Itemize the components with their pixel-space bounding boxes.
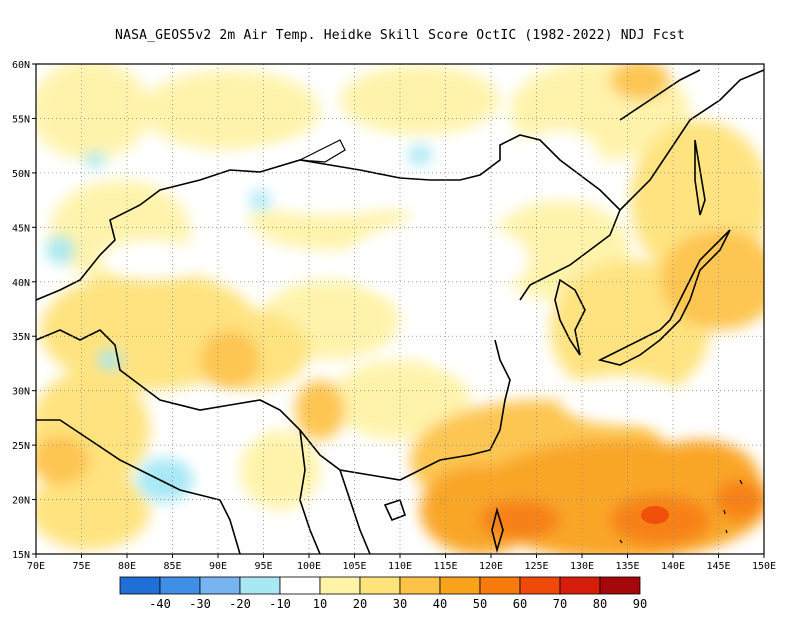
lon-tick-label: 130E <box>570 561 594 572</box>
colorbar-label: 20 <box>353 597 367 611</box>
lon-tick-label: 75E <box>72 561 90 572</box>
colorbar-label: 30 <box>393 597 407 611</box>
lon-tick-label: 110E <box>388 561 412 572</box>
lat-tick-label: 60N <box>12 60 30 71</box>
colorbar-swatch <box>479 576 521 595</box>
lon-tick-label: 135E <box>615 561 639 572</box>
colorbar-swatch <box>559 576 601 595</box>
map-grid <box>36 64 764 554</box>
colorbar-label: -40 <box>149 597 171 611</box>
colorbar-label: 10 <box>313 597 327 611</box>
lon-tick-label: 125E <box>524 561 548 572</box>
lon-tick-label: 145E <box>706 561 730 572</box>
lon-tick-label: 100E <box>297 561 321 572</box>
lat-tick-label: 35N <box>12 332 30 343</box>
colorbar-swatch <box>119 576 161 595</box>
colorbar-swatch <box>159 576 201 595</box>
lon-tick-label: 150E <box>752 561 776 572</box>
colorbar-label: -30 <box>189 597 211 611</box>
lon-tick-label: 85E <box>163 561 181 572</box>
colorbar-label: -10 <box>269 597 291 611</box>
lon-tick-label: 80E <box>118 561 136 572</box>
colorbar-label: 80 <box>593 597 607 611</box>
colorbar-label: 60 <box>513 597 527 611</box>
colorbar-label: 70 <box>553 597 567 611</box>
lat-tick-label: 55N <box>12 114 30 125</box>
lat-tick-label: 40N <box>12 278 30 289</box>
colorbar-swatch <box>519 576 561 595</box>
skill-field <box>36 64 764 554</box>
colorbar-swatch <box>399 576 441 595</box>
colorbar: -40 -30 -20 -10 10 20 30 40 50 60 70 80 90 <box>119 576 647 611</box>
colorbar-swatch <box>319 576 361 595</box>
lon-tick-label: 120E <box>479 561 503 572</box>
lat-tick-label: 30N <box>12 387 30 398</box>
colorbar-label: 40 <box>433 597 447 611</box>
lon-tick-label: 115E <box>433 561 457 572</box>
lat-tick-label: 25N <box>12 441 30 452</box>
colorbar-label: -20 <box>229 597 251 611</box>
colorbar-label: 90 <box>633 597 647 611</box>
lon-tick-label: 95E <box>254 561 272 572</box>
lon-tick-label: 140E <box>661 561 685 572</box>
colorbar-swatch <box>439 576 481 595</box>
lat-tick-label: 15N <box>12 550 30 561</box>
colorbar-label: 50 <box>473 597 487 611</box>
lon-tick-label: 105E <box>342 561 366 572</box>
coastlines <box>36 69 764 554</box>
colorbar-swatch <box>199 576 241 595</box>
lat-tick-label: 50N <box>12 169 30 180</box>
lat-tick-label: 20N <box>12 496 30 507</box>
latitude-labels: 60N 55N 50N 45N 40N 35N 30N 25N 20N 15N <box>12 60 36 561</box>
colorbar-swatch <box>599 576 641 595</box>
lon-tick-label: 90E <box>209 561 227 572</box>
colorbar-swatch <box>239 576 281 595</box>
longitude-labels: 70E 75E 80E 85E 90E 95E 100E 105E 110E 115E 120E 12… <box>27 554 776 572</box>
lon-tick-label: 70E <box>27 561 45 572</box>
lat-tick-label: 45N <box>12 223 30 234</box>
chart-title: NASA_GEOS5v2 2m Air Temp. Heidke Skill S… <box>115 28 685 43</box>
colorbar-swatch <box>359 576 401 595</box>
colorbar-swatch <box>279 576 321 595</box>
